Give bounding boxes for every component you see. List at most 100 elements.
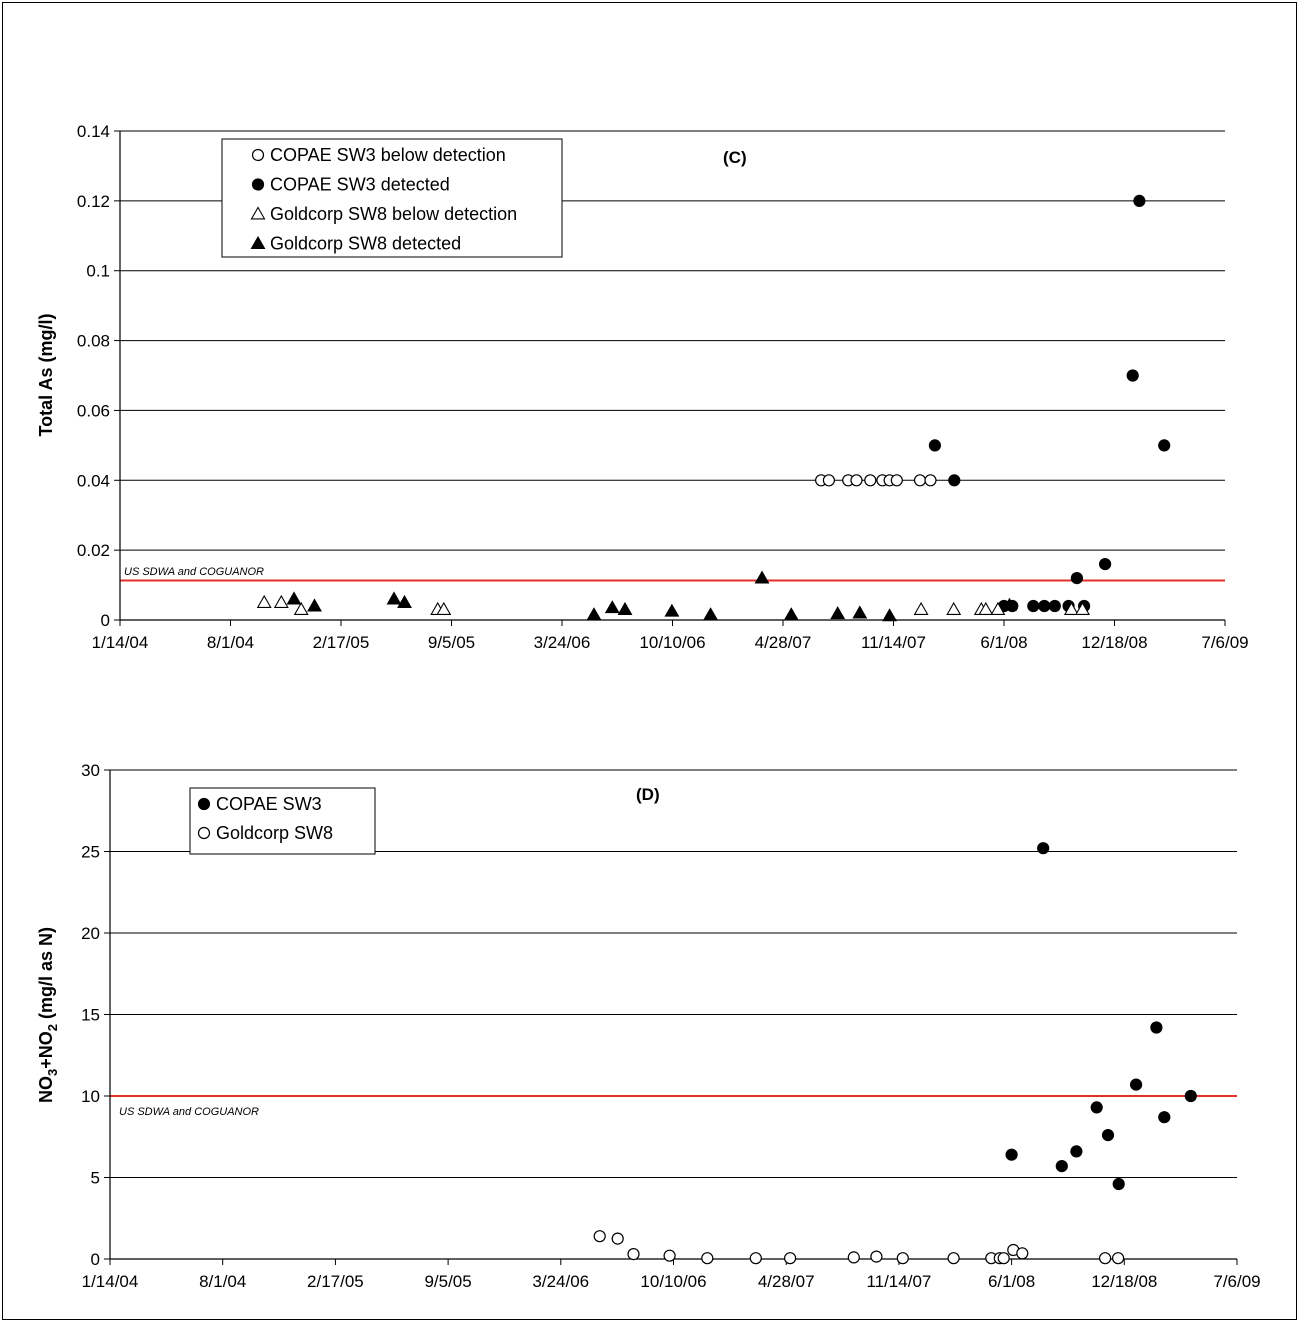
c-legend-marker [251, 148, 265, 162]
c-point [913, 474, 927, 487]
d-y-tick-label: 10 [81, 1087, 100, 1106]
c-point [436, 601, 452, 615]
c-point [822, 474, 836, 487]
d-point [1016, 1247, 1029, 1260]
d-point [611, 1232, 624, 1245]
c-legend-label: Goldcorp SW8 detected [270, 234, 461, 254]
c-legend-marker [250, 235, 266, 249]
d-ylabel-a: NO [36, 1076, 56, 1103]
c-y-tick-label: 0 [101, 611, 110, 630]
c-point [286, 591, 302, 605]
d-x-tick-label: 6/1/08 [988, 1272, 1035, 1291]
c-point [990, 601, 1006, 615]
d-y-tick-label: 25 [81, 843, 100, 862]
c-y-tick-label: 0.12 [77, 192, 110, 211]
d-point [870, 1250, 883, 1263]
c-y-tick-label: 0.1 [86, 262, 110, 281]
d-x-tick-label: 2/17/05 [307, 1272, 364, 1291]
c-point [948, 474, 961, 487]
c-y-tick-label: 0.06 [77, 401, 110, 420]
c-axes [119, 131, 1226, 626]
c-point [256, 594, 272, 608]
c-y-axis-label: Total As (mg/l) [36, 314, 56, 437]
d-x-tick-label: 9/5/05 [424, 1272, 471, 1291]
d-point [1090, 1101, 1103, 1114]
c-point [1063, 601, 1079, 615]
c-point [703, 607, 719, 621]
c-point [882, 608, 898, 622]
d-point [1129, 1078, 1143, 1091]
c-legend-label: COPAE SW3 detected [270, 175, 450, 195]
c-x-tick-label: 9/5/05 [428, 633, 475, 652]
d-point [1070, 1145, 1083, 1158]
c-point [1002, 597, 1017, 611]
c-point [1027, 599, 1040, 613]
c-point [850, 474, 863, 487]
d-point [997, 1252, 1010, 1265]
d-panel-label: (D) [636, 785, 660, 804]
c-point [273, 594, 289, 608]
d-y-tick-label: 15 [81, 1006, 100, 1025]
d-ylabel-a-sub: 3 [45, 1069, 60, 1076]
c-point [397, 594, 412, 608]
d-x-tick-label: 1/14/04 [82, 1272, 139, 1291]
c-point [946, 601, 962, 615]
c-point [924, 474, 937, 487]
d-point [593, 1230, 606, 1243]
d-y-tick-label: 0 [91, 1250, 100, 1269]
d-point [847, 1251, 860, 1264]
c-point [783, 607, 799, 621]
c-x-tick-label: 12/18/08 [1081, 633, 1147, 652]
d-point [663, 1249, 676, 1262]
d-ylabel-b-sub: 2 [45, 1024, 60, 1031]
d-x-tick-label: 11/14/07 [866, 1272, 931, 1291]
c-point [1133, 194, 1146, 207]
d-data-points [593, 842, 1197, 1265]
c-x-tick-label: 1/14/04 [92, 633, 149, 652]
d-y-tick-labels: 0 5 10 15 20 25 30 [81, 761, 100, 1269]
c-point [1158, 439, 1171, 452]
c-x-tick-label: 7/6/09 [1201, 633, 1248, 652]
d-ylabel-b: +NO [36, 1031, 56, 1069]
c-point [928, 439, 942, 452]
c-legend-label: COPAE SW3 below detection [270, 145, 506, 165]
d-legend-label: COPAE SW3 [216, 794, 322, 814]
c-point [307, 598, 322, 612]
c-gridlines [114, 130, 1225, 621]
c-x-tick-label: 10/10/06 [639, 633, 705, 652]
d-point [1184, 1089, 1197, 1103]
c-x-tick-label: 6/1/08 [980, 633, 1027, 652]
c-reference-label: US SDWA and COGUANOR [124, 566, 264, 578]
c-point [586, 607, 602, 621]
d-point [1158, 1111, 1171, 1124]
d-ylabel-c: (mg/l as N) [36, 927, 56, 1024]
c-x-tick-label: 3/24/06 [534, 633, 591, 652]
c-point [852, 605, 868, 619]
c-x-tick-label: 11/14/07 [861, 633, 926, 652]
c-point [617, 601, 633, 615]
d-legend-marker [197, 826, 211, 840]
c-y-tick-label: 0.04 [77, 471, 110, 490]
d-point [1150, 1021, 1163, 1034]
d-point [1112, 1177, 1125, 1191]
d-x-tick-label: 7/6/09 [1213, 1272, 1260, 1291]
d-y-tick-label: 30 [81, 761, 100, 780]
c-x-tick-label: 2/17/05 [313, 633, 370, 652]
d-x-tick-label: 4/28/07 [758, 1272, 815, 1291]
c-data-points [256, 194, 1171, 622]
d-legend-marker [197, 797, 211, 811]
c-x-tick-labels: 1/14/04 8/1/04 2/17/05 9/5/05 3/24/06 10/10/0… [92, 633, 1249, 652]
c-point [604, 600, 620, 614]
c-point [1038, 599, 1051, 613]
d-y-tick-label: 20 [81, 924, 100, 943]
c-legend-marker [251, 178, 265, 191]
d-legend: COPAE SW3 Goldcorp SW8 [189, 787, 376, 855]
c-point [664, 603, 680, 617]
c-x-tick-label: 4/28/07 [755, 633, 812, 652]
d-point [1037, 842, 1050, 855]
c-legend-label: Goldcorp SW8 below detection [270, 204, 517, 224]
d-point [1055, 1159, 1068, 1173]
c-point [1048, 599, 1061, 613]
